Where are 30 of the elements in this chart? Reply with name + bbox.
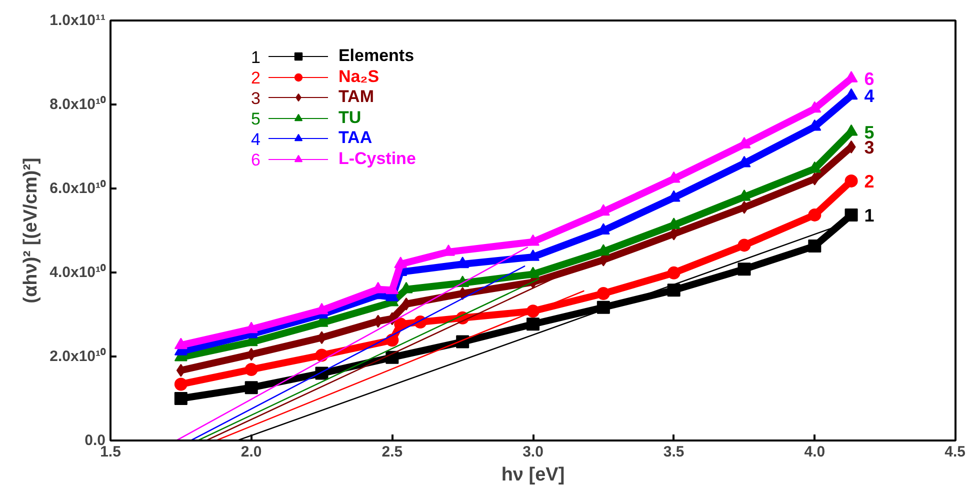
x-axis-title: hν [eV] <box>501 464 565 486</box>
text: 4 <box>250 130 260 149</box>
text: 6 <box>250 150 260 170</box>
x-tick-label: 3.0 <box>522 444 544 460</box>
legend-label: L-Cystine <box>338 148 416 169</box>
text: 2 <box>250 68 260 88</box>
x-tick-label: 2.0 <box>240 444 262 460</box>
text: 5 <box>250 109 260 128</box>
y-tick-label: 8.0x10¹⁰ <box>50 95 106 113</box>
legend-label: Na₂S <box>338 66 380 87</box>
x-tick-label: 1.5 <box>100 444 121 460</box>
text: 3 <box>250 88 260 108</box>
text: 1 <box>250 48 260 67</box>
legend-label: TAM <box>338 87 374 108</box>
y-axis-title: (αhν)² [(eV/cm)²] <box>20 158 42 304</box>
legend-label: TAA <box>338 128 372 148</box>
x-tick-label: 2.5 <box>382 444 403 460</box>
y-tick-label: 1.0x10¹¹ <box>50 12 106 29</box>
legend-label: Elements <box>338 46 414 66</box>
annotation: 1 <box>864 205 874 226</box>
x-tick-label: 4.0 <box>804 444 826 460</box>
y-tick-label: 2.0x10¹⁰ <box>50 347 106 365</box>
x-tick-label: 4.5 <box>944 444 966 460</box>
annotation: 2 <box>864 171 874 192</box>
y-tick-label: 6.0x10¹⁰ <box>50 179 106 197</box>
y-tick-label: 4.0x10¹⁰ <box>50 263 106 281</box>
legend-label: TU <box>338 108 362 128</box>
annotation: 4 <box>864 86 874 106</box>
x-tick-label: 3.5 <box>663 444 684 460</box>
annotation: 6 <box>864 68 874 89</box>
